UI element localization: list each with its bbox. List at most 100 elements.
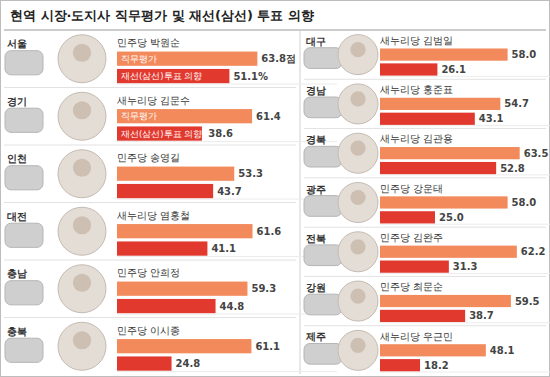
region-label: 대구 <box>306 36 326 47</box>
data-label: 63.5 <box>524 148 549 159</box>
row-rule <box>4 260 296 261</box>
row-rule <box>4 145 296 146</box>
bars <box>380 196 508 223</box>
bars <box>117 282 247 314</box>
region-label: 경남 <box>306 85 326 96</box>
region-panel: 경남새누리당 홍준표54.743.1 <box>304 79 550 125</box>
region-panel: 경기새누리당 김문수직무평가61.4재선(삼선)투표 의향38.6 <box>4 88 337 142</box>
row-rule <box>4 87 296 88</box>
bar <box>117 241 207 255</box>
bar <box>380 211 435 223</box>
candidate-name: 새누리당 김범일 <box>380 35 453 46</box>
candidate-name: 새누리당 염홍철 <box>117 210 190 221</box>
bars <box>380 246 517 273</box>
region-shape <box>304 343 342 364</box>
bars <box>380 48 508 75</box>
data-label: 61.4 <box>256 111 281 122</box>
bar <box>117 282 247 296</box>
region-label: 인천 <box>7 153 27 164</box>
data-label: 48.1 <box>490 345 515 356</box>
portrait <box>338 330 378 370</box>
bar <box>380 246 517 258</box>
bar <box>380 147 520 159</box>
portrait <box>338 232 378 272</box>
portrait-head <box>73 274 91 292</box>
bars <box>380 147 520 174</box>
data-label: 44.8 <box>220 301 245 312</box>
region-shape <box>304 146 342 167</box>
range-line <box>117 84 337 85</box>
data-label: 63.8점 <box>261 53 296 64</box>
portrait <box>58 35 106 83</box>
header-rule <box>4 30 546 31</box>
region-shape <box>5 108 43 132</box>
data-label: 24.8 <box>176 358 201 369</box>
row-rule <box>4 317 296 318</box>
candidate-name: 새누리당 김관용 <box>380 133 453 144</box>
candidate-name: 민주당 이시종 <box>117 325 180 336</box>
region-shape <box>304 245 342 266</box>
candidate-name: 민주당 박원순 <box>117 37 180 48</box>
region-label: 경기 <box>7 96 27 107</box>
region-panel: 충북민주당 이시종61.124.8 <box>4 318 337 372</box>
region-panel: 경북 새누리당 김관용 63.5 52.8 <box>304 129 550 175</box>
bar-category-label: 직무평가 <box>121 54 157 64</box>
bar <box>380 295 511 307</box>
bars <box>117 109 252 141</box>
range-line <box>117 314 337 315</box>
row-rule <box>304 128 546 129</box>
data-label: 26.1 <box>441 64 466 75</box>
row-rule <box>304 325 546 326</box>
data-label: 61.1 <box>255 341 280 352</box>
data-label: 38.7 <box>469 310 494 321</box>
data-label: 43.7 <box>217 186 242 197</box>
region-panel: 충남민주당 안희정59.344.8 <box>4 260 337 314</box>
data-label: 61.6 <box>257 226 282 237</box>
region-panel: 대구새누리당 김범일58.026.1 <box>304 35 550 77</box>
portrait-head <box>73 101 91 119</box>
bar <box>117 126 202 140</box>
bar <box>117 167 234 181</box>
region-panel: 전북민주당 김완주62.231.3 <box>304 227 550 273</box>
portrait <box>338 183 378 223</box>
bar-category-label: 직무평가 <box>121 111 157 121</box>
region-shape <box>304 294 342 315</box>
bar <box>117 109 252 123</box>
bar <box>117 299 216 313</box>
portrait-head <box>73 331 91 349</box>
region-label: 강원 <box>306 282 326 293</box>
portrait-head <box>350 91 365 106</box>
region-shape <box>304 48 342 69</box>
region-shape <box>5 51 43 75</box>
region-label: 제주 <box>305 332 326 343</box>
candidate-name: 민주당 강운태 <box>380 183 443 194</box>
bar <box>380 344 486 356</box>
bar <box>380 359 420 371</box>
bar <box>117 339 251 353</box>
range-line <box>380 273 550 274</box>
portrait <box>338 133 378 173</box>
range-line <box>380 125 550 126</box>
bar <box>380 162 496 174</box>
portrait-head <box>350 190 365 205</box>
region-panel: 인천민주당 송영길53.343.7 <box>4 145 337 199</box>
title: 현역 시장·도지사 직무평가 및 재선(삼선) 투표 의향 <box>10 8 314 23</box>
portrait-head <box>73 216 91 234</box>
region-panel: 서울민주당 박원순직무평가63.8점재선(삼선)투표 의향51.1% <box>5 35 337 84</box>
bar-category-label: 재선(삼선)투표 의향 <box>121 71 202 81</box>
region-panel: 제주새누리당 우근민48.118.2 <box>304 326 550 372</box>
region-label: 광주 <box>306 184 326 195</box>
bar <box>117 356 172 370</box>
region-label: 서울 <box>7 38 27 49</box>
region-panel: 광주민주당 강운태58.025.0 <box>304 178 550 224</box>
region-shape <box>5 338 43 362</box>
data-label: 53.3 <box>238 168 263 179</box>
region-panel: 대전새누리당 염홍철61.641.1 <box>4 203 337 257</box>
data-label: 52.8 <box>500 163 525 174</box>
bars <box>117 339 251 371</box>
range-line <box>380 322 550 323</box>
row-rule <box>304 227 546 228</box>
portrait-head <box>350 288 365 303</box>
region-label: 경북 <box>306 134 326 145</box>
bar-category-label: 재선(삼선)투표 의향 <box>121 129 202 139</box>
